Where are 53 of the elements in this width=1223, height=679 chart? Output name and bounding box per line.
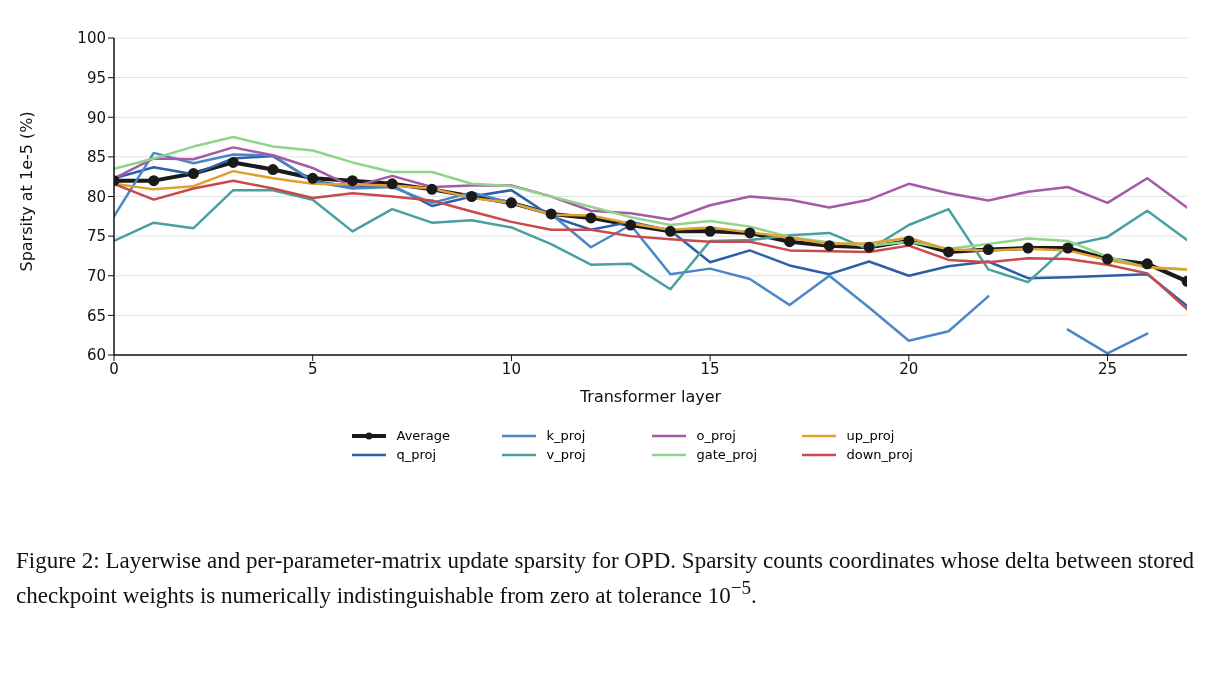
point: [1102, 253, 1114, 265]
legend-label: up_proj: [846, 428, 895, 443]
point: [1022, 242, 1034, 254]
x-tick-label: 0: [109, 359, 119, 378]
point: [505, 197, 517, 209]
y-tick-label: 60: [86, 346, 106, 365]
caption: Figure 2: Layerwise and per-parameter-matrix update sparsity for OPD. Sparsity counts coordinates whose delta between stored checkpoint weights is numerically indistinguishable from zero at tolerance 10$^{−5}$.: [16, 547, 1196, 610]
point: [664, 225, 676, 237]
point: [148, 175, 160, 187]
y-tick-label: 70: [86, 267, 106, 286]
y-tick-label: 100: [77, 29, 106, 48]
y-tick-label: 80: [86, 187, 106, 206]
x-tick-label: 10: [501, 359, 521, 378]
legend-label: down_proj: [846, 447, 913, 462]
point: [466, 191, 478, 202]
y-tick-label: 95: [86, 68, 106, 87]
point: [585, 212, 597, 224]
point: [1062, 242, 1074, 254]
line-series: [114, 188, 1187, 291]
point: [187, 168, 199, 180]
y-tick-label: 65: [86, 306, 106, 325]
point: [903, 235, 915, 247]
point: [346, 175, 358, 187]
point: [386, 178, 398, 190]
legend-label: v_proj: [546, 447, 586, 462]
legend-label: gate_proj: [696, 447, 758, 462]
point: [982, 244, 994, 256]
point: [625, 219, 637, 231]
point: [545, 208, 557, 220]
point: [784, 236, 796, 248]
x-tick-label: 5: [307, 359, 318, 378]
legend-label: o_proj: [696, 428, 736, 443]
y-axis-title: Sparsity at 1e-5 (%): [16, 111, 36, 272]
x-tick-label: 20: [899, 359, 919, 378]
point: [426, 183, 438, 195]
x-tick-label: 25: [1097, 359, 1118, 378]
point: [1141, 258, 1153, 270]
legend-label: k_proj: [546, 428, 586, 443]
y-tick-label: 75: [86, 227, 106, 246]
y-tick-label: 90: [86, 108, 106, 127]
legend-label: q_proj: [396, 447, 437, 462]
point: [307, 172, 319, 184]
point: [823, 240, 835, 252]
y-tick-label: 85: [86, 148, 106, 167]
x-tick-label: 15: [700, 359, 720, 378]
point: [863, 241, 875, 253]
point: [943, 246, 955, 258]
point: [227, 156, 239, 168]
legend-label: Average: [396, 428, 450, 443]
point: [267, 164, 279, 176]
point: [744, 227, 756, 239]
point: [704, 225, 716, 237]
x-axis-title: Transformer layer: [578, 387, 722, 406]
